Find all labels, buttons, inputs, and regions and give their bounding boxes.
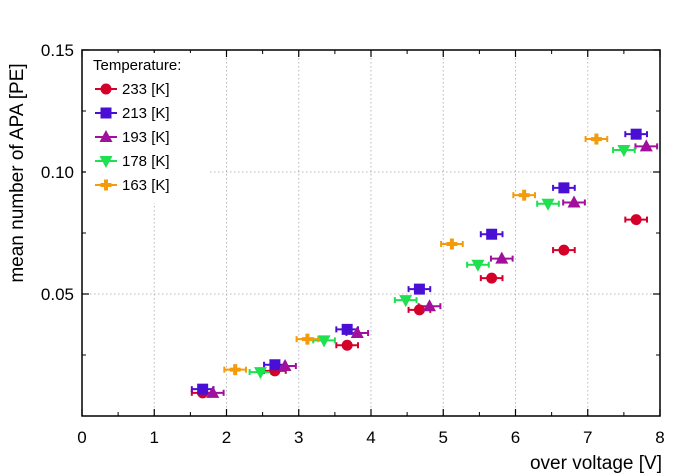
data-point — [541, 198, 555, 211]
data-point — [269, 359, 281, 371]
x-tick-label: 4 — [366, 428, 375, 447]
data-point — [567, 195, 581, 208]
legend-label: 233 [K] — [122, 81, 170, 98]
data-point — [486, 272, 498, 284]
data-point — [350, 326, 364, 339]
data-point — [206, 385, 220, 398]
data-point — [558, 244, 570, 256]
legend-item: 193 [K] — [95, 129, 170, 146]
data-point — [317, 335, 331, 348]
data-point — [253, 367, 267, 380]
data-point — [590, 133, 602, 145]
data-point — [446, 238, 458, 250]
x-tick-label: 6 — [511, 428, 520, 447]
legend-item: 163 [K] — [95, 177, 170, 194]
legend-label: 213 [K] — [122, 105, 170, 122]
legend: Temperature: 233 [K] 213 [K] 193 [K] 178 [K… — [86, 53, 208, 203]
y-tick-label: 0.15 — [41, 41, 74, 60]
data-point — [413, 304, 425, 316]
legend-item: 213 [K] — [95, 105, 170, 122]
legend-label: 193 [K] — [122, 129, 170, 146]
x-tick-label: 0 — [77, 428, 86, 447]
data-point — [341, 323, 353, 335]
data-point — [495, 251, 509, 264]
y-tick-label: 0.10 — [41, 163, 74, 182]
data-point — [229, 364, 241, 376]
data-point — [399, 295, 413, 308]
y-tick-label: 0.05 — [41, 285, 74, 304]
data-point — [341, 339, 353, 351]
data-point — [639, 139, 653, 152]
legend-item: 233 [K] — [95, 81, 170, 98]
legend-label: 178 [K] — [122, 153, 170, 170]
data-point — [423, 299, 437, 312]
x-tick-label: 3 — [294, 428, 303, 447]
legend-marker — [100, 83, 112, 95]
x-tick-label: 1 — [150, 428, 159, 447]
data-point — [630, 128, 642, 140]
data-point — [278, 358, 292, 371]
data-markers — [197, 128, 653, 399]
data-point — [486, 228, 498, 240]
axis-ticks: 0 1 2 3 4 5 6 7 8 0.05 0.10 0.15 — [41, 41, 665, 447]
legend-marker — [99, 156, 113, 168]
legend-label: 163 [K] — [122, 177, 170, 194]
legend-item: 178 [K] — [95, 153, 170, 170]
legend-items: 233 [K] 213 [K] 193 [K] 178 [K] 163 [K] — [95, 81, 170, 194]
legend-marker — [100, 179, 112, 191]
data-point — [617, 145, 631, 158]
data-point — [471, 259, 485, 272]
x-tick-label: 8 — [655, 428, 664, 447]
x-tick-label: 5 — [439, 428, 448, 447]
data-point — [413, 283, 425, 295]
x-tick-label: 7 — [583, 428, 592, 447]
x-tick-label: 2 — [222, 428, 231, 447]
x-axis-label: over voltage [V] — [530, 453, 662, 474]
y-axis-label: mean number of APA [PE] — [7, 63, 28, 282]
legend-marker — [99, 130, 113, 142]
data-point — [518, 189, 530, 201]
legend-box — [86, 53, 208, 203]
legend-title: Temperature: — [93, 57, 181, 74]
data-point — [558, 182, 570, 194]
data-point — [301, 333, 313, 345]
data-point — [630, 214, 642, 226]
data-point — [197, 383, 209, 395]
legend-marker — [100, 107, 112, 119]
